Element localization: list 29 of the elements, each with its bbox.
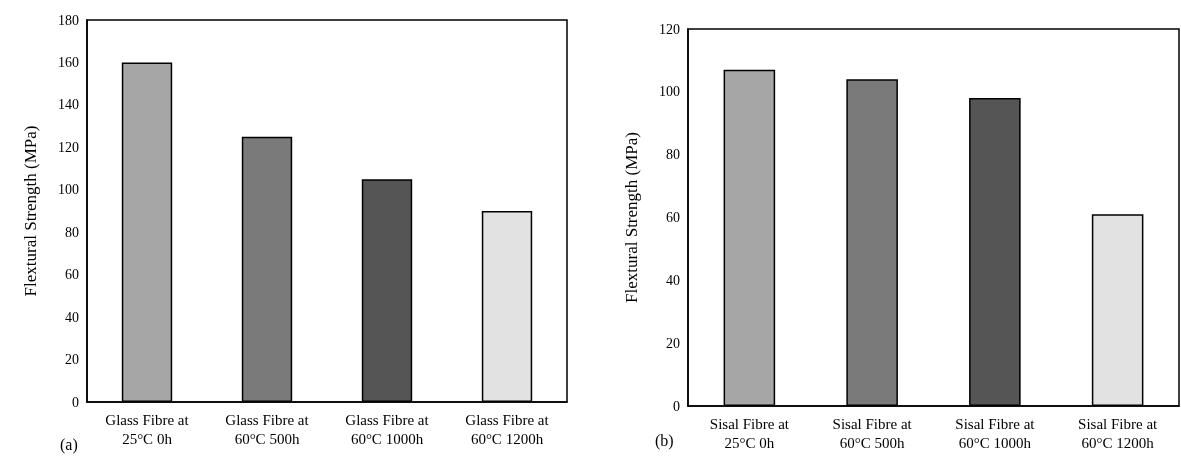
y-tick-label: 60 (666, 210, 680, 225)
x-tick-label: Sisal Fibre at 60°C 500h (832, 415, 913, 451)
y-tick-label: 160 (58, 54, 79, 70)
text: (b) (655, 431, 674, 450)
text: (a) (60, 435, 78, 454)
y-tick-label: 100 (58, 182, 79, 198)
y-axis-title: Flextural Strength (MPa) (622, 132, 641, 303)
x-tick-label: Sisal Fibre at 60°C 1000h (955, 415, 1036, 451)
y-tick-label: 120 (659, 21, 680, 37)
y-tick-label: 100 (659, 84, 680, 100)
y-tick-label: 40 (65, 309, 79, 325)
y-tick-label: 0 (673, 398, 680, 414)
x-tick-label: Glass Fibre at 60°C 1200h (465, 411, 550, 447)
y-tick-label: 180 (58, 12, 79, 28)
y-axis-title: Flextural Strength (MPa) (21, 125, 40, 297)
x-tick-label: Glass Fibre at 25°C 0h (105, 411, 190, 447)
y-tick-label: 120 (58, 139, 79, 155)
y-tick-label: 140 (58, 97, 79, 113)
y-tick-label: 60 (65, 267, 79, 283)
y-tick-label: 40 (666, 272, 680, 288)
x-tick-label: Sisal Fibre at 25°C 0h (709, 415, 790, 451)
x-tick-label: Glass Fibre at 60°C 1000h (345, 411, 430, 447)
y-tick-label: 80 (65, 224, 79, 240)
y-tick-label: 20 (65, 352, 79, 368)
x-tick-label: Glass Fibre at 60°C 500h (225, 411, 310, 447)
y-tick-label: 20 (666, 335, 680, 351)
y-tick-label: 80 (666, 147, 680, 163)
y-tick-label: 0 (72, 394, 79, 410)
x-tick-label: Sisal Fibre at 60°C 1200h (1078, 415, 1159, 451)
